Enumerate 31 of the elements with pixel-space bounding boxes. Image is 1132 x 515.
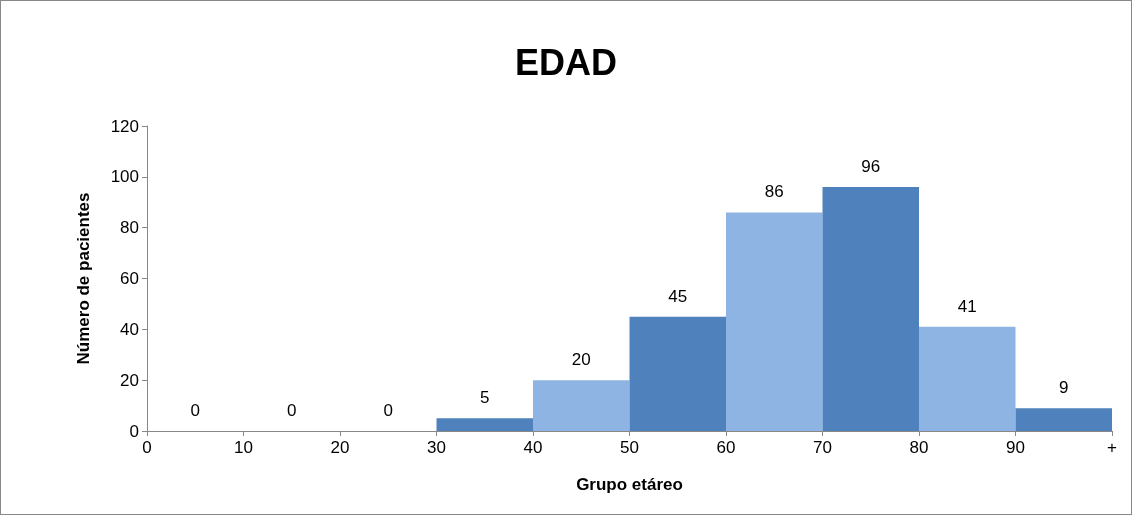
x-tick-label: 50 xyxy=(620,438,639,457)
data-label: 0 xyxy=(383,401,393,420)
x-tick-label: 70 xyxy=(813,438,832,457)
x-tick-label: 60 xyxy=(716,438,736,457)
y-tick-label: 120 xyxy=(110,116,139,136)
y-tick-label: 0 xyxy=(129,421,139,441)
x-tick-label: 40 xyxy=(523,438,543,457)
data-label: 0 xyxy=(287,401,297,420)
data-label: 41 xyxy=(957,296,977,316)
data-label: 96 xyxy=(861,157,881,176)
y-tick-label: 80 xyxy=(120,218,139,238)
x-tick-label: 80 xyxy=(909,438,929,457)
x-tick-label: 20 xyxy=(330,438,350,457)
data-label: 5 xyxy=(480,388,490,408)
y-tick-label: 20 xyxy=(120,370,139,390)
x-tick-label: 0 xyxy=(142,438,152,457)
y-tick-label: 40 xyxy=(120,319,139,339)
data-label: 45 xyxy=(668,286,688,306)
x-tick-label: 10 xyxy=(234,438,253,457)
y-axis-title: Número de pacientes xyxy=(74,192,93,365)
x-tick-label: + xyxy=(1107,438,1118,457)
x-axis-title: Grupo etáreo xyxy=(576,475,683,494)
data-label: 20 xyxy=(571,350,591,370)
y-tick-label: 60 xyxy=(120,269,139,288)
x-tick-label: 30 xyxy=(427,438,446,457)
data-label: 86 xyxy=(764,182,784,202)
data-label: 0 xyxy=(190,401,200,420)
y-tick-label: 100 xyxy=(110,167,139,187)
chart-title: EDAD xyxy=(514,41,618,83)
data-label: 9 xyxy=(1059,378,1069,398)
x-tick-label: 90 xyxy=(1006,438,1025,457)
